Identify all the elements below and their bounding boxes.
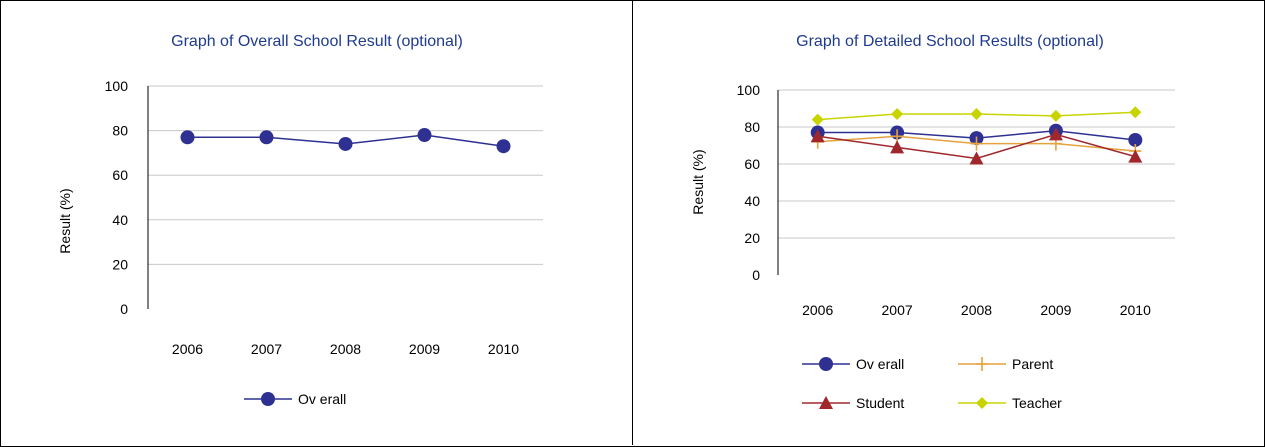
y-tick-label: 80	[112, 123, 128, 139]
data-point-diamond	[970, 108, 983, 121]
chart2-y-ticks: 0 20 40 60 80 100	[737, 82, 761, 283]
legend-marker-plus	[976, 357, 988, 371]
legend-label: Parent	[1012, 356, 1053, 372]
chart1-x-ticks: 2006 2007 2008 2009 2010	[172, 341, 519, 357]
data-point-triangle	[969, 151, 984, 165]
legend-label: Student	[856, 395, 904, 411]
data-point-triangle	[890, 140, 905, 154]
data-point-diamond	[1129, 106, 1142, 119]
x-tick-label: 2009	[409, 341, 440, 357]
chart1-gridlines	[147, 85, 543, 309]
chart2-title: Graph of Detailed School Results (option…	[796, 33, 1104, 50]
data-point-circle	[338, 136, 353, 151]
data-point-circle	[417, 128, 432, 143]
x-tick-label: 2009	[1040, 302, 1071, 318]
x-tick-label: 2006	[802, 302, 833, 318]
chart2-y-axis-label: Result (%)	[690, 149, 706, 214]
y-tick-label: 40	[112, 212, 128, 228]
legend-marker-circle	[261, 392, 275, 406]
data-point-circle	[1128, 132, 1143, 147]
data-point-triangle	[810, 129, 825, 143]
y-tick-label: 80	[744, 119, 760, 135]
data-point-diamond	[1049, 109, 1062, 122]
data-point-plus	[970, 136, 983, 151]
y-tick-label: 100	[737, 82, 761, 98]
chart2-series	[810, 106, 1143, 165]
chart1-title: Graph of Overall School Result (optional…	[171, 33, 463, 50]
chart2-x-ticks: 2006 2007 2008 2009 2010	[802, 302, 1151, 318]
data-point-circle	[180, 130, 195, 145]
chart1-series	[180, 128, 511, 154]
data-point-diamond	[811, 113, 824, 126]
y-tick-label: 20	[744, 230, 760, 246]
legend-label: Teacher	[1012, 395, 1062, 411]
panel-divider	[632, 0, 633, 445]
legend-label: Ov erall	[856, 356, 904, 372]
x-tick-label: 2010	[1120, 302, 1151, 318]
y-tick-label: 40	[744, 193, 760, 209]
legend-marker-circle	[819, 357, 833, 371]
data-point-circle	[259, 130, 274, 145]
y-tick-label: 60	[744, 156, 760, 172]
chart1-y-ticks: 0 20 40 60 80 100	[105, 78, 129, 317]
data-point-triangle	[1048, 127, 1063, 141]
legend-marker-diamond	[976, 397, 988, 409]
x-tick-label: 2008	[330, 341, 361, 357]
chart2-gridlines	[777, 89, 1175, 275]
y-tick-label: 100	[105, 78, 129, 94]
x-tick-label: 2007	[882, 302, 913, 318]
data-point-circle	[496, 139, 511, 154]
y-tick-label: 20	[112, 256, 128, 272]
x-tick-label: 2007	[251, 341, 282, 357]
x-tick-label: 2008	[961, 302, 992, 318]
chart1-legend: Ov erall	[244, 391, 346, 407]
data-point-triangle	[1128, 149, 1143, 163]
chart1-y-axis-label: Result (%)	[57, 188, 73, 253]
y-tick-label: 0	[120, 301, 128, 317]
x-tick-label: 2010	[488, 341, 519, 357]
legend-marker-triangle	[819, 396, 833, 409]
y-tick-label: 0	[752, 267, 760, 283]
y-tick-label: 60	[112, 167, 128, 183]
x-tick-label: 2006	[172, 341, 203, 357]
legend-label: Ov erall	[298, 391, 346, 407]
data-point-diamond	[891, 108, 904, 121]
chart2-legend: Ov erall Parent Student Teacher	[802, 356, 1062, 411]
